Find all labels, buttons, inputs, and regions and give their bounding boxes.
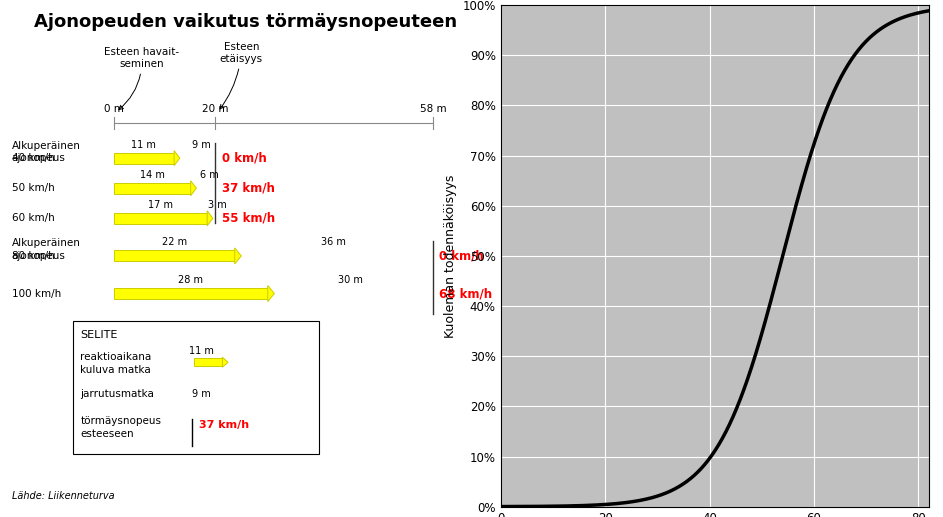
Text: 6 m: 6 m bbox=[200, 170, 219, 180]
Polygon shape bbox=[223, 357, 228, 367]
Text: 11 m: 11 m bbox=[131, 140, 157, 149]
Text: 30 m: 30 m bbox=[338, 275, 363, 285]
Text: törmäysnopeus
esteeseen: törmäysnopeus esteeseen bbox=[80, 416, 161, 439]
Text: 58 m: 58 m bbox=[420, 104, 446, 114]
Text: 9 m: 9 m bbox=[191, 140, 210, 149]
Bar bbox=[113, 213, 207, 224]
Text: 40 km/h: 40 km/h bbox=[12, 153, 55, 163]
Text: Alkuperäinen
ajonopeus: Alkuperäinen ajonopeus bbox=[12, 141, 81, 163]
Text: 9 m: 9 m bbox=[191, 389, 210, 399]
Text: Ajonopeuden vaikutus törmäysnopeuteen: Ajonopeuden vaikutus törmäysnopeuteen bbox=[35, 13, 457, 31]
Polygon shape bbox=[174, 150, 180, 165]
Text: Esteen
etäisyys: Esteen etäisyys bbox=[220, 42, 263, 109]
Text: jarrutusmatka: jarrutusmatka bbox=[80, 389, 155, 399]
Text: 36 m: 36 m bbox=[322, 237, 346, 248]
Text: 68 km/h: 68 km/h bbox=[438, 287, 492, 300]
Polygon shape bbox=[268, 285, 274, 301]
Text: Lähde: Liikenneturva: Lähde: Liikenneturva bbox=[12, 491, 114, 500]
Text: 3 m: 3 m bbox=[208, 200, 227, 210]
Text: 37 km/h: 37 km/h bbox=[199, 420, 249, 431]
Bar bbox=[113, 250, 235, 262]
Bar bbox=[194, 358, 223, 366]
Text: 28 m: 28 m bbox=[178, 275, 203, 285]
Text: 11 m: 11 m bbox=[190, 346, 214, 356]
Text: 50 km/h: 50 km/h bbox=[12, 183, 55, 193]
Bar bbox=[113, 153, 174, 164]
Polygon shape bbox=[235, 248, 241, 264]
Text: 37 km/h: 37 km/h bbox=[223, 181, 275, 195]
Text: 22 m: 22 m bbox=[161, 237, 187, 248]
Text: Esteen havait-
seminen: Esteen havait- seminen bbox=[105, 47, 179, 110]
Y-axis label: Kuoleman todennäköisyys: Kuoleman todennäköisyys bbox=[444, 174, 457, 338]
Text: 0 km/h: 0 km/h bbox=[223, 151, 267, 164]
Text: 14 m: 14 m bbox=[140, 170, 164, 180]
Polygon shape bbox=[190, 180, 196, 196]
Polygon shape bbox=[207, 211, 213, 226]
Text: SELITE: SELITE bbox=[80, 330, 118, 340]
Text: 0 km/h: 0 km/h bbox=[438, 249, 484, 263]
FancyBboxPatch shape bbox=[74, 321, 320, 454]
Text: 80 km/h: 80 km/h bbox=[12, 251, 55, 261]
Text: 55 km/h: 55 km/h bbox=[223, 212, 275, 225]
Text: 20 m: 20 m bbox=[202, 104, 228, 114]
Text: Alkuperäinen
ajonopeus: Alkuperäinen ajonopeus bbox=[12, 238, 81, 261]
Text: 60 km/h: 60 km/h bbox=[12, 214, 55, 223]
Text: 0 m: 0 m bbox=[104, 104, 124, 114]
Text: 100 km/h: 100 km/h bbox=[12, 288, 61, 298]
Bar bbox=[113, 288, 268, 299]
Bar bbox=[113, 183, 190, 194]
Text: reaktioaikana
kuluva matka: reaktioaikana kuluva matka bbox=[80, 352, 152, 375]
Text: 17 m: 17 m bbox=[148, 200, 173, 210]
